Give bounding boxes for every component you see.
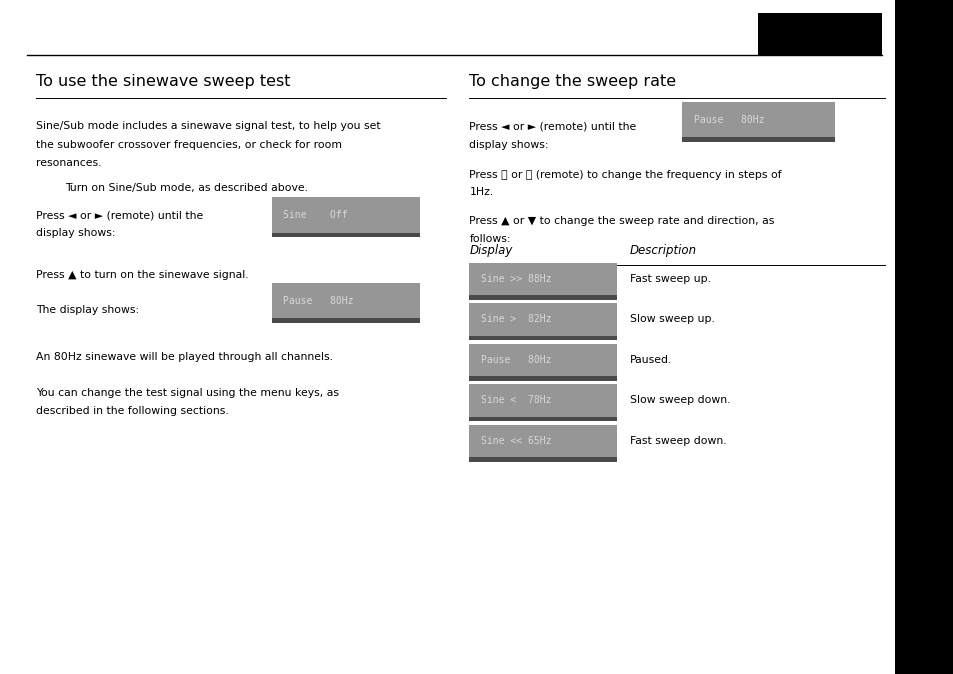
- Text: To use the sinewave sweep test: To use the sinewave sweep test: [36, 74, 291, 89]
- FancyBboxPatch shape: [469, 344, 617, 376]
- FancyBboxPatch shape: [469, 376, 617, 381]
- Text: Sine << 65Hz: Sine << 65Hz: [480, 436, 551, 446]
- Text: resonances.: resonances.: [36, 158, 102, 168]
- Text: Pause   80Hz: Pause 80Hz: [693, 115, 763, 125]
- FancyBboxPatch shape: [272, 197, 419, 233]
- FancyBboxPatch shape: [894, 0, 953, 674]
- Text: Sine <  78Hz: Sine < 78Hz: [480, 396, 551, 405]
- FancyBboxPatch shape: [272, 283, 419, 318]
- FancyBboxPatch shape: [272, 318, 419, 323]
- Text: Paused.: Paused.: [629, 355, 671, 365]
- Text: Sine/Sub mode includes a sinewave signal test, to help you set: Sine/Sub mode includes a sinewave signal…: [36, 121, 380, 131]
- FancyBboxPatch shape: [681, 102, 834, 137]
- Text: An 80Hz sinewave will be played through all channels.: An 80Hz sinewave will be played through …: [36, 352, 333, 362]
- Text: Fast sweep up.: Fast sweep up.: [629, 274, 710, 284]
- Text: You can change the test signal using the menu keys, as: You can change the test signal using the…: [36, 388, 339, 398]
- Text: Pause   80Hz: Pause 80Hz: [283, 296, 354, 305]
- Text: Slow sweep down.: Slow sweep down.: [629, 396, 729, 405]
- FancyBboxPatch shape: [469, 417, 617, 421]
- Text: Sine >> 88Hz: Sine >> 88Hz: [480, 274, 551, 284]
- Text: 75: 75: [915, 635, 932, 648]
- FancyBboxPatch shape: [469, 457, 617, 462]
- Text: Configuring the digital surround processor without a computer: Configuring the digital surround process…: [919, 166, 928, 508]
- Text: described in the following sections.: described in the following sections.: [36, 406, 229, 416]
- Text: Press ▲ to turn on the sinewave signal.: Press ▲ to turn on the sinewave signal.: [36, 270, 249, 280]
- FancyBboxPatch shape: [469, 384, 617, 417]
- Text: To change the sweep rate: To change the sweep rate: [469, 74, 676, 89]
- Text: Press ◄ or ► (remote) until the: Press ◄ or ► (remote) until the: [469, 121, 636, 131]
- Text: Sine >  82Hz: Sine > 82Hz: [480, 315, 551, 324]
- Text: Fast sweep down.: Fast sweep down.: [629, 436, 725, 446]
- FancyBboxPatch shape: [469, 336, 617, 340]
- Text: Description: Description: [629, 245, 696, 257]
- FancyBboxPatch shape: [272, 233, 419, 237]
- Text: Sine    Off: Sine Off: [283, 210, 348, 220]
- Text: display shows:: display shows:: [469, 140, 548, 150]
- Text: Turn on Sine/Sub mode, as described above.: Turn on Sine/Sub mode, as described abov…: [65, 183, 308, 193]
- Text: display shows:: display shows:: [36, 228, 115, 238]
- Text: Press ⏮ or ⏭ (remote) to change the frequency in steps of: Press ⏮ or ⏭ (remote) to change the freq…: [469, 170, 781, 180]
- Text: The display shows:: The display shows:: [36, 305, 139, 315]
- Text: 1Hz.: 1Hz.: [469, 187, 493, 197]
- Text: Display: Display: [469, 245, 512, 257]
- Text: Pause   80Hz: Pause 80Hz: [480, 355, 551, 365]
- FancyBboxPatch shape: [758, 13, 882, 55]
- Text: Slow sweep up.: Slow sweep up.: [629, 315, 714, 324]
- Text: the subwoofer crossover frequencies, or check for room: the subwoofer crossover frequencies, or …: [36, 140, 342, 150]
- Text: follows:: follows:: [469, 234, 511, 244]
- FancyBboxPatch shape: [681, 137, 834, 142]
- Text: Press ◄ or ► (remote) until the: Press ◄ or ► (remote) until the: [36, 210, 203, 220]
- FancyBboxPatch shape: [469, 263, 617, 295]
- FancyBboxPatch shape: [469, 425, 617, 457]
- FancyBboxPatch shape: [469, 295, 617, 300]
- FancyBboxPatch shape: [469, 303, 617, 336]
- Text: Press ▲ or ▼ to change the sweep rate and direction, as: Press ▲ or ▼ to change the sweep rate an…: [469, 216, 774, 226]
